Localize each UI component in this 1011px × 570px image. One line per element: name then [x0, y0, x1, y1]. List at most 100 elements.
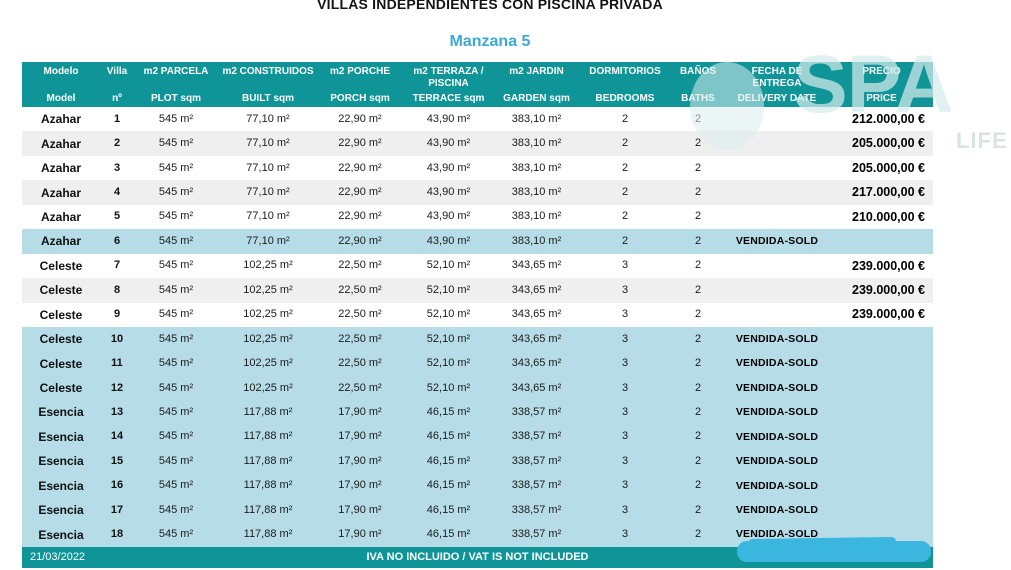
cell-plot: 545 m² — [158, 137, 194, 150]
cell-model: Esencia — [38, 503, 84, 518]
cell-bedrooms: 3 — [621, 430, 629, 443]
cell-price — [830, 449, 933, 473]
cell-model: Esencia — [38, 478, 84, 493]
cell-delivery: VENDIDA-SOLD — [735, 479, 819, 492]
cell-delivery — [724, 254, 830, 278]
table-row: Celeste 9 545 m² 102,25 m² 22,50 m² 52,10 m² 3… — [22, 303, 933, 327]
redaction-scribble — [737, 541, 931, 562]
cell-bedrooms: 2 — [621, 210, 629, 223]
cell-plot: 545 m² — [158, 332, 194, 345]
cell-terrace: 46,15 m² — [426, 454, 471, 467]
cell-bedrooms: 3 — [621, 357, 629, 370]
cell-baths: 2 — [694, 332, 702, 345]
cell-garden: 383,10 m² — [511, 210, 562, 223]
cell-model: Azahar — [40, 161, 81, 176]
cell-garden: 343,65 m² — [511, 332, 562, 345]
cell-terrace: 52,10 m² — [426, 308, 471, 321]
table-row: Azahar 2 545 m² 77,10 m² 22,90 m² 43,90 m² 383… — [22, 131, 933, 156]
cell-plot: 545 m² — [158, 112, 194, 125]
cell-model: Azahar — [40, 112, 81, 127]
cell-terrace: 46,15 m² — [426, 479, 471, 492]
table-row: Azahar 1 545 m² 77,10 m² 22,90 m² 43,90 m² 383… — [22, 107, 933, 131]
cell-delivery: VENDIDA-SOLD — [735, 528, 819, 541]
column-header-top-label: FECHA DE ENTREGA — [751, 66, 803, 89]
cell-plot: 545 m² — [158, 479, 194, 492]
cell-baths: 2 — [694, 186, 702, 199]
footer-tax-note: IVA NO INCLUIDO / VAT IS NOT INCLUDED — [366, 551, 589, 563]
column-header-villa: Villa nº — [100, 62, 134, 107]
cell-delivery: VENDIDA-SOLD — [735, 332, 819, 345]
cell-villa: 14 — [110, 430, 124, 443]
cell-model: Esencia — [38, 405, 84, 420]
cell-delivery — [724, 278, 830, 302]
cell-price — [830, 229, 933, 253]
cell-garden: 338,57 m² — [511, 430, 562, 443]
column-header-top-label: DORMITORIOS — [589, 66, 661, 77]
cell-baths: 2 — [694, 283, 702, 296]
cell-price: 205.000,00 € — [852, 160, 925, 175]
cell-villa: 10 — [110, 332, 124, 345]
cell-garden: 343,65 m² — [511, 259, 562, 272]
column-header-built: m2 CONSTRUIDOS BUILT sqm — [218, 62, 318, 107]
cell-built: 117,88 m² — [243, 454, 293, 467]
cell-model: Esencia — [38, 429, 84, 444]
cell-price: 205.000,00 € — [852, 136, 925, 151]
cell-bedrooms: 2 — [621, 137, 629, 150]
cell-porch: 22,90 m² — [338, 234, 382, 247]
column-header-top-label: m2 PORCHE — [329, 66, 390, 77]
cell-baths: 2 — [694, 234, 702, 247]
cell-porch: 22,50 m² — [338, 381, 382, 394]
cell-porch: 22,90 m² — [338, 112, 382, 125]
cell-plot: 545 m² — [158, 210, 194, 223]
cell-garden: 383,10 m² — [511, 186, 562, 199]
cell-porch: 22,50 m² — [338, 357, 382, 370]
cell-terrace: 43,90 m² — [426, 234, 471, 247]
cell-terrace: 46,15 m² — [426, 503, 471, 516]
cell-baths: 2 — [694, 357, 702, 370]
cell-terrace: 52,10 m² — [426, 381, 471, 394]
cell-delivery: VENDIDA-SOLD — [735, 357, 819, 370]
column-header-model: Modelo Model — [22, 62, 100, 107]
cell-terrace: 46,15 m² — [426, 405, 471, 418]
table-row: Esencia 13 545 m² 117,88 m² 17,90 m² 46,15 m²… — [22, 400, 933, 425]
cell-model: Azahar — [40, 209, 81, 224]
cell-porch: 22,90 m² — [338, 161, 382, 174]
cell-delivery: VENDIDA-SOLD — [735, 503, 819, 516]
cell-delivery: VENDIDA-SOLD — [735, 381, 819, 394]
cell-plot: 545 m² — [158, 528, 194, 541]
cell-baths: 2 — [694, 430, 702, 443]
cell-villa: 12 — [110, 381, 124, 394]
cell-terrace: 46,15 m² — [426, 430, 471, 443]
cell-garden: 338,57 m² — [511, 503, 562, 516]
cell-terrace: 43,90 m² — [426, 161, 471, 174]
cell-garden: 338,57 m² — [511, 528, 562, 541]
cell-delivery: VENDIDA-SOLD — [735, 430, 819, 443]
cell-bedrooms: 3 — [621, 283, 629, 296]
cell-plot: 545 m² — [158, 503, 194, 516]
cell-built: 117,88 m² — [243, 479, 293, 492]
cell-built: 77,10 m² — [246, 137, 290, 150]
cell-plot: 545 m² — [158, 454, 194, 467]
cell-price — [830, 425, 933, 449]
column-header-bottom-label: PORCH sqm — [330, 93, 390, 104]
cell-price: 239.000,00 € — [852, 283, 925, 298]
cell-porch: 17,90 m² — [338, 454, 382, 467]
block-title: Manzana 5 — [449, 33, 531, 50]
cell-delivery: VENDIDA-SOLD — [735, 455, 819, 468]
cell-garden: 343,65 m² — [511, 381, 562, 394]
column-header-top-label: Modelo — [43, 66, 79, 77]
column-header-bottom-label: nº — [112, 93, 122, 104]
column-header-terrace: m2 TERRAZA / PISCINA TERRACE sqm — [402, 62, 495, 107]
cell-delivery — [724, 131, 830, 155]
cell-garden: 338,57 m² — [511, 405, 562, 418]
cell-plot: 545 m² — [158, 405, 194, 418]
cell-porch: 17,90 m² — [338, 430, 382, 443]
cell-price — [830, 474, 933, 498]
cell-model: Esencia — [38, 454, 84, 469]
cell-built: 102,25 m² — [243, 332, 293, 345]
cell-baths: 2 — [694, 479, 702, 492]
cell-garden: 338,57 m² — [511, 479, 562, 492]
column-header-bottom-label: BUILT sqm — [241, 93, 295, 104]
column-header-baths: BAÑOS BATHS — [672, 62, 724, 107]
cell-built: 102,25 m² — [243, 308, 293, 321]
